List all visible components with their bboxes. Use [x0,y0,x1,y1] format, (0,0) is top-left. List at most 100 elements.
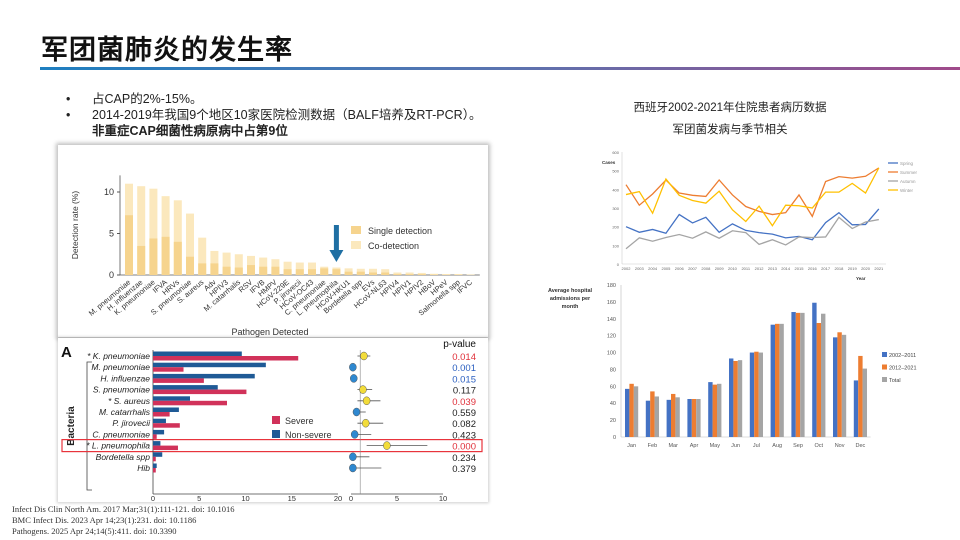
p-value: 0.117 [453,386,476,397]
co-detection-bar [308,262,316,275]
non-severe-bar [153,407,179,412]
x-tick-label: 2010 [728,266,738,271]
x-tick-label: 2020 [861,266,871,271]
co-detection-bar [149,188,158,275]
y-tick-label: 300 [612,206,619,211]
non-severe-bar [153,418,166,424]
y-tick-label: 10 [104,187,114,197]
single-detection-bar [320,268,329,275]
p-value: 0.234 [452,453,476,464]
non-severe-bar [153,373,255,379]
bar-20122021 [816,323,821,437]
bar-20022011 [708,382,713,437]
bullet-text: 2014-2019年我国9个地区10家医院检测数据（BALF培养及RT-PCR）… [92,108,482,122]
bar-20122021 [754,351,759,437]
odds-ratio-point [383,441,391,450]
severe-bar [153,456,156,462]
group-bracket [86,361,92,491]
bar-20022011 [853,380,859,437]
x-tick-label: Jun [731,443,740,449]
bar-x-tick-label: 5 [197,494,201,502]
legend-label: 2002–2011 [889,353,916,359]
y-axis-title: Average hospital admissions per month [548,288,593,310]
single-detection-bar [295,269,304,275]
co-detection-bar [259,257,268,275]
single-detection-bar [125,215,133,275]
legend-swatch [272,430,280,438]
bar-Total [654,396,659,437]
y-tick-label: 140 [607,317,616,323]
non-severe-bar [153,396,190,401]
legend-swatch [272,416,280,424]
y-tick-label: 40 [610,401,616,407]
detection-rate-figure: 0 5 10 M. pneumoniae H. influenzae K. pneumon… [58,145,488,337]
x-axis-title: Year [856,276,866,281]
co-detection-bar [417,272,426,275]
odds-ratio-point [349,452,357,462]
odds-ratio-point [350,374,358,383]
bar-20022011 [770,324,775,437]
co-detection-bar [198,237,207,275]
x-tick-label: 2017 [821,266,831,271]
bar-Total [675,397,680,437]
single-detection-bar [259,266,268,275]
odds-ratio-point [349,362,357,372]
severe-bar [153,434,157,439]
x-tick-label: 2019 [848,266,858,271]
bullet-bold-text: 非重症CAP细菌性病原病中占第9位 [92,124,288,138]
legend-label: 2012–2021 [889,366,917,372]
p-value: 0.015 [452,374,476,385]
single-detection-bar [393,274,402,275]
bar-20122021 [837,332,842,437]
x-tick-label: 2005 [661,266,671,271]
x-tick-label: 2002 [622,266,632,271]
bar-Total [862,368,867,437]
p-value: 0.014 [452,352,476,363]
bar-Total [737,360,743,437]
severe-bar [153,400,227,406]
single-detection-bar [198,263,207,275]
legend-swatch [882,364,887,370]
bullet-item: 2014-2019年我国9个地区10家医院检测数据（BALF培养及RT-PCR）… [66,107,486,139]
series-line-spring [625,208,880,241]
bar-20022011 [833,337,838,437]
series-line-summer [625,167,880,218]
x-tick-label: 2016 [808,266,818,271]
bar-20022011 [625,388,630,437]
co-detection-bar [295,262,304,275]
non-severe-bar [153,463,157,468]
x-tick-label: 2015 [795,266,805,271]
bar-20122021 [712,384,717,437]
x-tick-label: 2007 [688,266,698,271]
bar-Total [841,334,847,437]
x-tick-label: Jul [753,443,760,449]
single-detection-bar [405,274,414,275]
p-value: 0.082 [452,419,476,430]
p-value: 0.039 [452,397,476,408]
co-detection-bar [222,252,231,275]
single-detection-bar [149,238,158,275]
x-tick-label: Oct [815,443,824,449]
x-tick-label: 2014 [781,266,791,271]
legend-label: Non-severe [285,430,332,440]
bar-20122021 [629,383,634,437]
citation: BMC Infect Dis. 2023 Apr 14;23(1):231. d… [12,515,197,525]
odds-ratio-point [350,430,359,439]
odds-ratio-point [362,396,371,406]
co-detection-bar [442,274,451,275]
forest-x-tick-label: 0 [349,494,353,502]
bar-20122021 [795,312,801,437]
citations: Infect Dis Clin North Am. 2017 Mar;31(1)… [12,504,234,537]
bar-20122021 [691,399,697,437]
p-value: 0.559 [452,408,476,419]
bar-Total [758,352,763,437]
x-tick-label: Apr [690,443,699,449]
legend-swatch [882,352,887,357]
x-tick-label: 2013 [768,266,778,271]
y-axis-title: Cases [602,160,616,165]
bar-x-tick-label: 0 [151,494,155,502]
severe-bar [153,423,180,428]
highlight-box [61,438,483,453]
right-title-2: 军团菌发病与季节相关 [672,124,788,136]
